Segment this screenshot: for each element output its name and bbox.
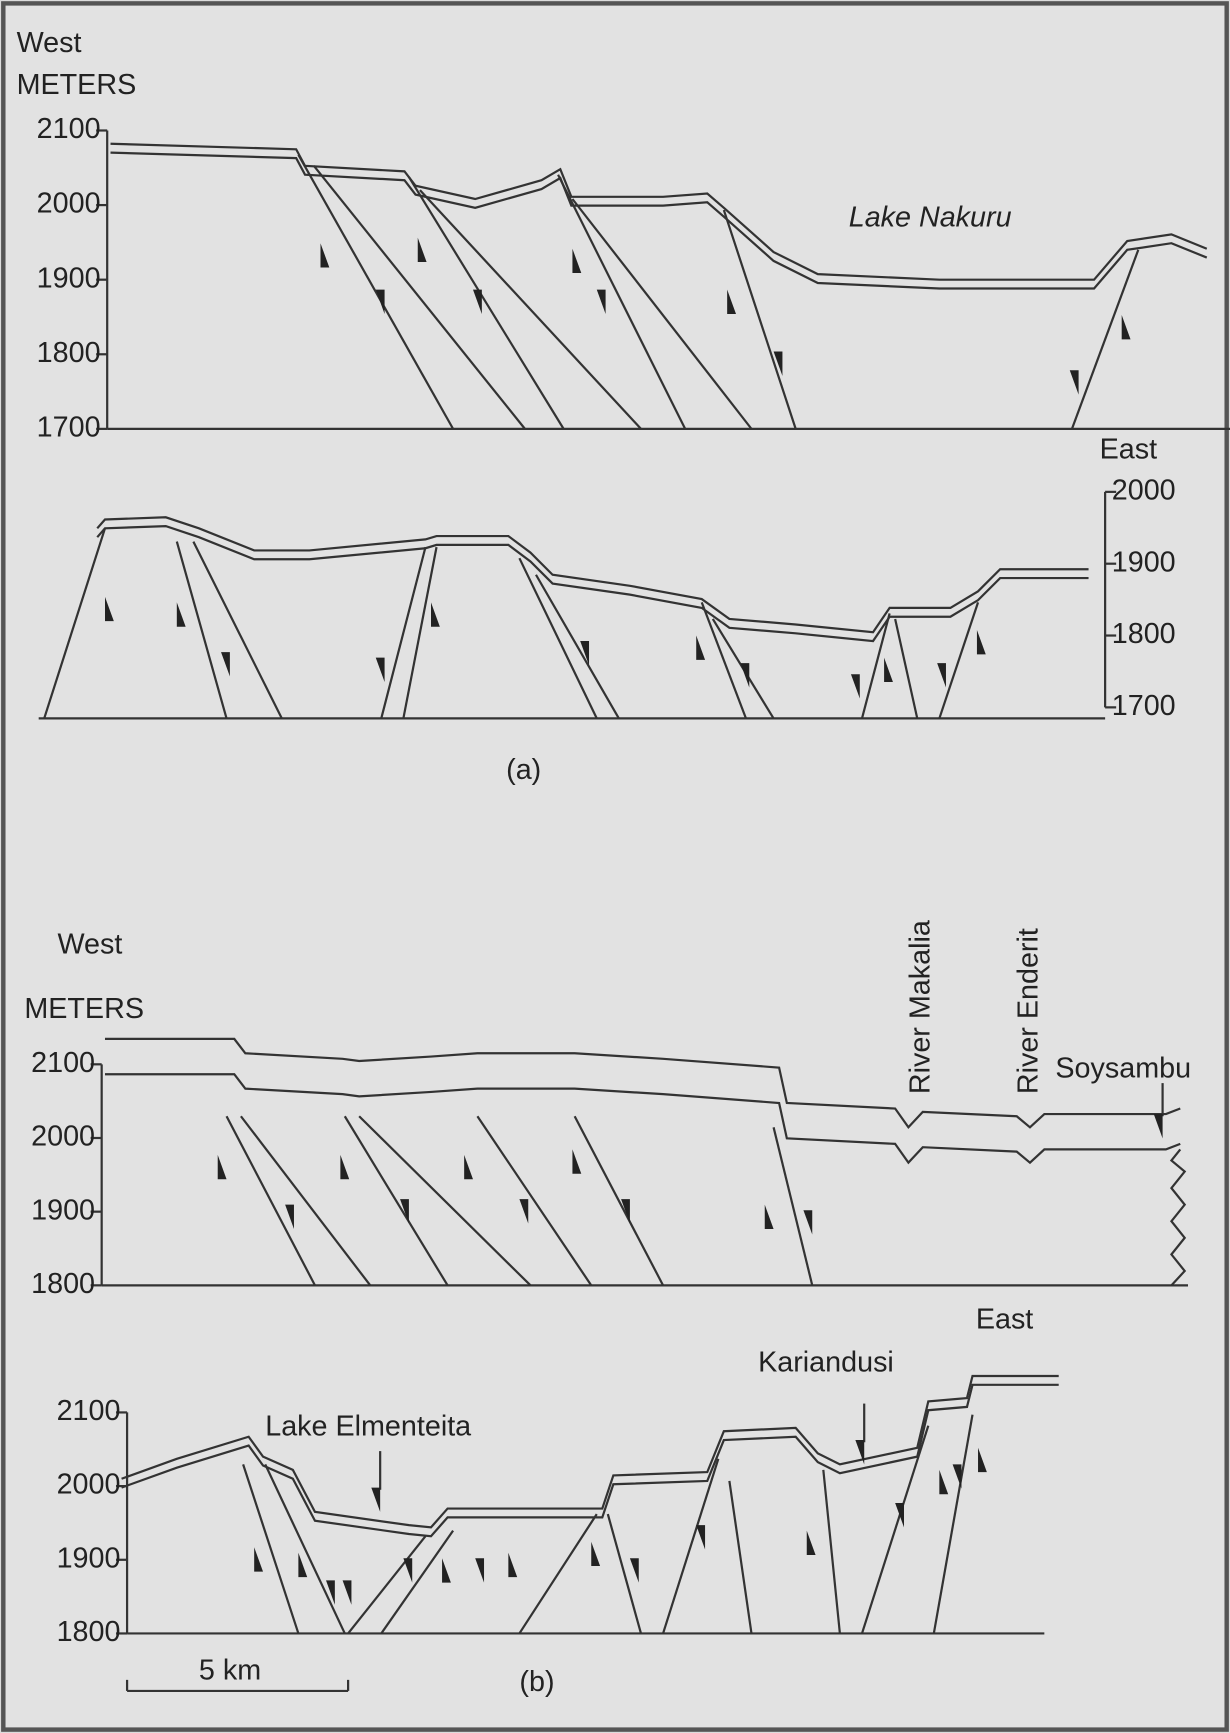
y-tick-label: 1800 — [31, 1268, 95, 1300]
figure: West METERS Lake Nakuru East (a) West ME… — [0, 0, 1230, 1733]
east-label: East — [976, 1303, 1033, 1335]
unit-label: METERS — [24, 993, 144, 1025]
y-tick-label: 1900 — [57, 1542, 121, 1574]
y-tick-label: 1900 — [1112, 546, 1176, 578]
y-tick-label: 1900 — [31, 1194, 95, 1226]
y-tick-label: 2100 — [37, 113, 101, 145]
page: West METERS Lake Nakuru East (a) West ME… — [0, 0, 1230, 1733]
y-tick-label: 1900 — [37, 262, 101, 294]
unit-label: METERS — [17, 69, 137, 101]
site-label: Kariandusi — [758, 1346, 894, 1378]
east-label: East — [1100, 434, 1157, 466]
site-label: Soysambu — [1055, 1052, 1191, 1084]
river-label: River Enderit — [1013, 928, 1045, 1094]
west-label: West — [57, 929, 122, 961]
lake-label: Lake Elmenteita — [265, 1410, 471, 1442]
caption: (b) — [519, 1666, 554, 1698]
y-tick-label: 2000 — [1112, 474, 1176, 506]
y-tick-label: 1800 — [57, 1616, 121, 1648]
y-tick-label: 1800 — [37, 337, 101, 369]
river-label: River Makalia — [904, 920, 936, 1094]
scale-bar-label: 5 km — [199, 1655, 261, 1687]
y-tick-label: 1700 — [37, 411, 101, 443]
y-tick-label: 2000 — [31, 1121, 95, 1153]
y-tick-label: 2100 — [57, 1395, 121, 1427]
lake-label: Lake Nakuru — [849, 201, 1012, 233]
caption: (a) — [506, 754, 541, 786]
y-tick-label: 1800 — [1112, 618, 1176, 650]
y-tick-label: 1700 — [1112, 690, 1176, 722]
y-tick-label: 2100 — [31, 1047, 95, 1079]
frame — [3, 3, 1226, 1729]
y-tick-label: 2000 — [37, 188, 101, 220]
y-tick-label: 2000 — [57, 1469, 121, 1501]
west-label: West — [17, 27, 82, 59]
